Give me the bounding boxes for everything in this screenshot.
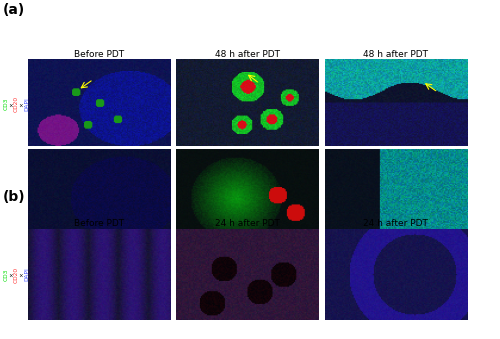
- Text: ×: ×: [9, 272, 14, 277]
- Text: (b): (b): [2, 190, 25, 204]
- Text: ×: ×: [9, 102, 14, 107]
- Title: 24 h after PDT: 24 h after PDT: [364, 219, 428, 228]
- Text: ×: ×: [19, 102, 24, 107]
- Title: Before PDT: Before PDT: [74, 49, 124, 59]
- Title: Before PDT: Before PDT: [74, 219, 124, 228]
- Text: CD3: CD3: [4, 268, 9, 281]
- Text: DAPI: DAPI: [24, 97, 29, 111]
- Text: DAPI: DAPI: [24, 268, 29, 281]
- Title: 48 h after PDT: 48 h after PDT: [215, 49, 280, 59]
- Text: CD20: CD20: [14, 96, 19, 112]
- Title: 48 h after PDT: 48 h after PDT: [363, 49, 428, 59]
- Text: (a): (a): [2, 3, 25, 17]
- Text: CD20: CD20: [14, 266, 19, 283]
- Title: 24 h after PDT: 24 h after PDT: [215, 219, 280, 228]
- Text: CD3: CD3: [4, 98, 9, 111]
- Text: ×: ×: [19, 272, 24, 277]
